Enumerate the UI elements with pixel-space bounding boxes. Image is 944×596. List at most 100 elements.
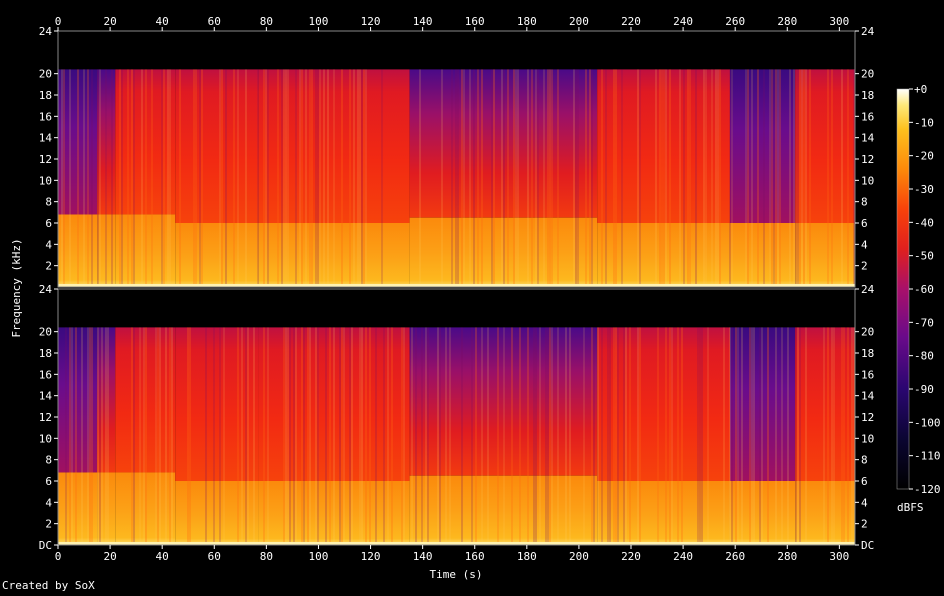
ch1-segment-8-lower bbox=[795, 223, 855, 287]
ch2-ytick-left: DC bbox=[39, 539, 52, 552]
ch1-ytick-left: 20 bbox=[39, 68, 52, 81]
xtick-bottom: 260 bbox=[725, 550, 745, 563]
ch2-ytick-right: 8 bbox=[861, 454, 868, 467]
ch1-ytick-right: 8 bbox=[861, 196, 868, 209]
xtick-top: 220 bbox=[621, 15, 641, 28]
ch1-segment-1-lower bbox=[97, 214, 116, 287]
ch1-segment-2-lower bbox=[115, 214, 176, 287]
xtick-top: 240 bbox=[673, 15, 693, 28]
ch2-ytick-left: 10 bbox=[39, 432, 52, 445]
ch1-ytick-left: 16 bbox=[39, 110, 52, 123]
ch1-ytick-right: 20 bbox=[861, 68, 874, 81]
colorbar-tick: -70 bbox=[914, 316, 934, 329]
xtick-bottom: 120 bbox=[361, 550, 381, 563]
ch1-ytick-left: 6 bbox=[45, 217, 52, 230]
xtick-bottom: 220 bbox=[621, 550, 641, 563]
ch1-ytick-left: 24 bbox=[39, 25, 53, 38]
colorbar-tick: -100 bbox=[914, 416, 941, 429]
ch2-segment-2-lower bbox=[115, 472, 176, 545]
ch2-ytick-left: 20 bbox=[39, 326, 52, 339]
y-axis-label: Frequency (kHz) bbox=[10, 238, 23, 337]
ch1-segment-3-upper bbox=[175, 69, 259, 224]
ch2-segment-7-upper bbox=[729, 327, 796, 481]
colorbar-tick: -80 bbox=[914, 350, 934, 363]
ch2-segment-6-lower bbox=[597, 481, 730, 545]
xtick-bottom: 60 bbox=[208, 550, 221, 563]
ch1-segment-6-upper bbox=[597, 69, 730, 224]
ch2-ytick-left: 2 bbox=[45, 518, 52, 531]
ch2-ytick-left: 6 bbox=[45, 475, 52, 488]
ch2-segment-0-lower bbox=[58, 472, 98, 545]
channel-1-plot bbox=[57, 30, 856, 288]
xtick-top: 80 bbox=[260, 15, 273, 28]
ch2-ytick-right: DC bbox=[861, 539, 874, 552]
ch2-ytick-left: 4 bbox=[45, 496, 52, 509]
ch2-ytick-right: 24 bbox=[861, 283, 875, 296]
ch1-ytick-left: 14 bbox=[39, 132, 53, 145]
xtick-bottom: 20 bbox=[103, 550, 116, 563]
ch2-ytick-left: 24 bbox=[39, 283, 53, 296]
ch1-segment-1-upper bbox=[97, 69, 116, 215]
ch2-ytick-right: 14 bbox=[861, 390, 875, 403]
xtick-bottom: 280 bbox=[777, 550, 797, 563]
ch2-segment-8-lower bbox=[795, 481, 855, 545]
xtick-bottom: 200 bbox=[569, 550, 589, 563]
ch1-dc-band bbox=[58, 284, 855, 287]
colorbar-tick: -20 bbox=[914, 150, 934, 163]
xtick-bottom: 40 bbox=[156, 550, 169, 563]
ch1-ytick-left: 12 bbox=[39, 153, 52, 166]
ch1-segment-7-upper bbox=[729, 69, 796, 224]
colorbar-label: dBFS bbox=[897, 501, 924, 514]
colorbar-tick: -30 bbox=[914, 183, 934, 196]
xtick-bottom: 140 bbox=[413, 550, 433, 563]
ch2-segment-0-upper bbox=[58, 327, 98, 473]
colorbar-tick: +0 bbox=[914, 83, 927, 96]
ch1-ytick-left: 18 bbox=[39, 89, 52, 102]
ch2-segment-1-upper bbox=[97, 327, 116, 473]
colorbar-tick: -40 bbox=[914, 216, 934, 229]
ch1-segment-4-lower bbox=[258, 223, 410, 287]
ch2-segment-3-lower bbox=[175, 481, 259, 545]
colorbar-tick: -10 bbox=[914, 116, 934, 129]
ch2-segment-5-upper bbox=[409, 327, 598, 476]
footer-credit: Created by SoX bbox=[2, 579, 95, 592]
ch2-ytick-left: 8 bbox=[45, 454, 52, 467]
ch1-ytick-left: 2 bbox=[45, 260, 52, 273]
ch1-segment-3-lower bbox=[175, 223, 259, 287]
channel-2-plot bbox=[57, 288, 856, 546]
ch2-ytick-left: 14 bbox=[39, 390, 53, 403]
ch2-segment-1-lower bbox=[97, 472, 116, 545]
ch2-segment-7-lower bbox=[729, 481, 796, 545]
ch2-ytick-right: 12 bbox=[861, 411, 874, 424]
colorbar-tick: -90 bbox=[914, 383, 934, 396]
ch2-segment-3-upper bbox=[175, 327, 259, 481]
xtick-top: 280 bbox=[777, 15, 797, 28]
ch1-ytick-left: 8 bbox=[45, 196, 52, 209]
colorbar-tick: -110 bbox=[914, 450, 941, 463]
ch1-segment-5-lower bbox=[409, 217, 598, 287]
xtick-top: 60 bbox=[208, 15, 221, 28]
colorbar-gradient bbox=[896, 88, 910, 490]
xtick-top: 160 bbox=[465, 15, 485, 28]
ch1-ytick-right: 10 bbox=[861, 174, 874, 187]
ch2-segment-8-upper bbox=[795, 327, 855, 481]
colorbar-tick: -50 bbox=[914, 250, 934, 263]
ch1-segment-2-upper bbox=[115, 69, 176, 215]
ch1-ytick-right: 14 bbox=[861, 132, 875, 145]
ch2-ytick-left: 12 bbox=[39, 411, 52, 424]
xtick-top: 40 bbox=[156, 15, 169, 28]
ch2-ytick-right: 10 bbox=[861, 432, 874, 445]
xtick-top: 20 bbox=[103, 15, 116, 28]
ch1-ytick-right: 16 bbox=[861, 110, 874, 123]
colorbar-tick: -120 bbox=[914, 483, 941, 496]
ch1-ytick-right: 2 bbox=[861, 260, 868, 273]
ch2-segment-2-upper bbox=[115, 327, 176, 473]
xtick-top: 260 bbox=[725, 15, 745, 28]
ch2-ytick-right: 16 bbox=[861, 368, 874, 381]
ch1-ytick-right: 18 bbox=[861, 89, 874, 102]
xtick-bottom: 100 bbox=[309, 550, 329, 563]
xtick-top: 0 bbox=[55, 15, 62, 28]
xtick-top: 120 bbox=[361, 15, 381, 28]
